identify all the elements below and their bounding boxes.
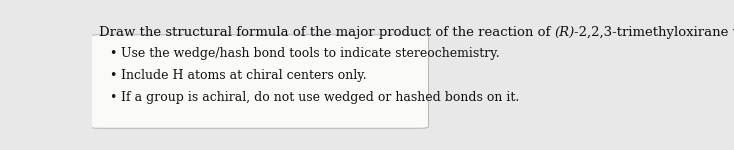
FancyBboxPatch shape [90, 35, 429, 128]
Text: •: • [109, 91, 116, 104]
Text: Use the wedge/hash bond tools to indicate stereochemistry.: Use the wedge/hash bond tools to indicat… [121, 47, 500, 60]
Text: •: • [109, 47, 116, 60]
Text: If a group is achiral, do not use wedged or hashed bonds on it.: If a group is achiral, do not use wedged… [121, 91, 520, 104]
Text: (R): (R) [554, 26, 575, 39]
Text: Draw the structural formula of the major product of the reaction of: Draw the structural formula of the major… [98, 26, 554, 39]
Text: -2,2,3-trimethyloxirane with: -2,2,3-trimethyloxirane with [575, 26, 734, 39]
Text: •: • [109, 69, 116, 82]
Text: Include H atoms at chiral centers only.: Include H atoms at chiral centers only. [121, 69, 367, 82]
